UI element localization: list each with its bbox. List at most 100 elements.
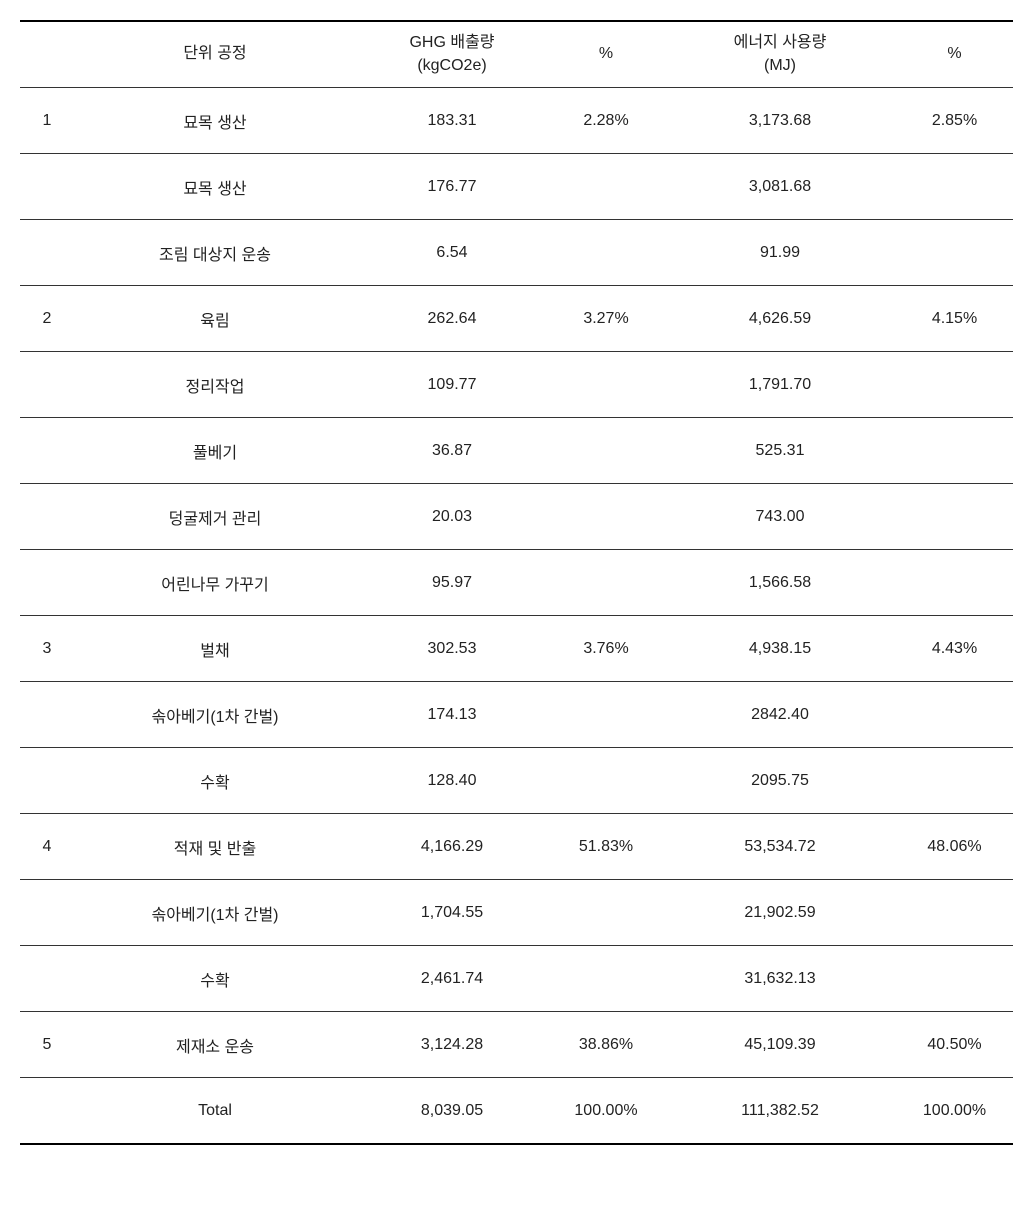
cell-pct1: 100.00%: [548, 1078, 664, 1145]
table-row: 4적재 및 반출4,166.2951.83%53,534.7248.06%: [20, 814, 1013, 880]
cell-proc: Total: [74, 1078, 356, 1145]
cell-pct1: [548, 880, 664, 946]
cell-ghg: 8,039.05: [356, 1078, 548, 1145]
cell-ghg: 183.31: [356, 88, 548, 154]
cell-energy: 4,938.15: [664, 616, 896, 682]
cell-pct2: [896, 418, 1013, 484]
table-row: 1묘목 생산183.312.28%3,173.682.85%: [20, 88, 1013, 154]
table-header-row: 단위 공정 GHG 배출량(kgCO2e) % 에너지 사용량(MJ) %: [20, 21, 1013, 88]
cell-pct2: [896, 550, 1013, 616]
cell-pct2: [896, 352, 1013, 418]
cell-proc: 어린나무 가꾸기: [74, 550, 356, 616]
cell-proc: 적재 및 반출: [74, 814, 356, 880]
col-header-idx: [20, 21, 74, 88]
cell-idx: [20, 1078, 74, 1145]
process-table: 단위 공정 GHG 배출량(kgCO2e) % 에너지 사용량(MJ) % 1묘…: [20, 20, 1013, 1145]
cell-idx: [20, 352, 74, 418]
cell-idx: [20, 550, 74, 616]
cell-energy: 4,626.59: [664, 286, 896, 352]
cell-energy: 525.31: [664, 418, 896, 484]
cell-proc: 수확: [74, 748, 356, 814]
cell-proc: 벌채: [74, 616, 356, 682]
cell-pct1: [548, 946, 664, 1012]
table-row: 3벌채302.533.76%4,938.154.43%: [20, 616, 1013, 682]
cell-energy: 45,109.39: [664, 1012, 896, 1078]
table-row: 솎아베기(1차 간벌)1,704.55 21,902.59: [20, 880, 1013, 946]
cell-energy: 743.00: [664, 484, 896, 550]
cell-proc: 묘목 생산: [74, 154, 356, 220]
cell-ghg: 20.03: [356, 484, 548, 550]
cell-pct2: [896, 946, 1013, 1012]
cell-ghg: 1,704.55: [356, 880, 548, 946]
cell-ghg: 109.77: [356, 352, 548, 418]
cell-energy: 21,902.59: [664, 880, 896, 946]
col-header-pct2: %: [896, 21, 1013, 88]
cell-energy: 53,534.72: [664, 814, 896, 880]
cell-pct1: [548, 748, 664, 814]
table-row: 수확128.40 2095.75: [20, 748, 1013, 814]
cell-pct1: 3.76%: [548, 616, 664, 682]
table-row: 어린나무 가꾸기95.971,566.58: [20, 550, 1013, 616]
cell-ghg: 262.64: [356, 286, 548, 352]
cell-energy: 3,081.68: [664, 154, 896, 220]
cell-pct2: 100.00%: [896, 1078, 1013, 1145]
cell-pct2: [896, 484, 1013, 550]
cell-ghg: 6.54: [356, 220, 548, 286]
table-row: 솎아베기(1차 간벌)174.132842.40: [20, 682, 1013, 748]
cell-energy: 1,566.58: [664, 550, 896, 616]
cell-proc: 조림 대상지 운송: [74, 220, 356, 286]
cell-pct1: [548, 418, 664, 484]
cell-energy: 2095.75: [664, 748, 896, 814]
cell-pct2: 2.85%: [896, 88, 1013, 154]
cell-pct1: 51.83%: [548, 814, 664, 880]
cell-energy: 3,173.68: [664, 88, 896, 154]
table-row: 묘목 생산176.773,081.68: [20, 154, 1013, 220]
cell-proc: 정리작업: [74, 352, 356, 418]
table-row: 5제재소 운송3,124.2838.86%45,109.3940.50%: [20, 1012, 1013, 1078]
cell-pct1: 3.27%: [548, 286, 664, 352]
cell-idx: [20, 418, 74, 484]
cell-pct1: [548, 220, 664, 286]
col-header-energy: 에너지 사용량(MJ): [664, 21, 896, 88]
cell-idx: [20, 484, 74, 550]
cell-ghg: 4,166.29: [356, 814, 548, 880]
cell-proc: 풀베기: [74, 418, 356, 484]
cell-proc: 솎아베기(1차 간벌): [74, 880, 356, 946]
table-row: Total8,039.05100.00%111,382.52100.00%: [20, 1078, 1013, 1145]
cell-pct1: [548, 352, 664, 418]
cell-idx: 1: [20, 88, 74, 154]
cell-proc: 수확: [74, 946, 356, 1012]
cell-pct1: [548, 484, 664, 550]
cell-pct1: [548, 550, 664, 616]
cell-proc: 솎아베기(1차 간벌): [74, 682, 356, 748]
cell-idx: [20, 220, 74, 286]
col-header-pct1: %: [548, 21, 664, 88]
cell-pct2: 4.43%: [896, 616, 1013, 682]
cell-idx: [20, 154, 74, 220]
cell-idx: 4: [20, 814, 74, 880]
cell-idx: 3: [20, 616, 74, 682]
table-row: 풀베기36.87525.31: [20, 418, 1013, 484]
cell-idx: 5: [20, 1012, 74, 1078]
cell-pct2: 4.15%: [896, 286, 1013, 352]
cell-pct2: [896, 154, 1013, 220]
cell-idx: [20, 946, 74, 1012]
cell-pct2: [896, 880, 1013, 946]
cell-pct2: [896, 748, 1013, 814]
cell-energy: 2842.40: [664, 682, 896, 748]
cell-idx: [20, 748, 74, 814]
table-body: 1묘목 생산183.312.28%3,173.682.85%묘목 생산176.7…: [20, 88, 1013, 1145]
cell-pct1: 2.28%: [548, 88, 664, 154]
cell-pct2: 48.06%: [896, 814, 1013, 880]
table-row: 조림 대상지 운송6.5491.99: [20, 220, 1013, 286]
table-row: 정리작업109.771,791.70: [20, 352, 1013, 418]
cell-ghg: 128.40: [356, 748, 548, 814]
cell-energy: 111,382.52: [664, 1078, 896, 1145]
cell-pct1: [548, 154, 664, 220]
cell-proc: 묘목 생산: [74, 88, 356, 154]
table-row: 수확2,461.7431,632.13: [20, 946, 1013, 1012]
cell-pct1: [548, 682, 664, 748]
col-header-proc: 단위 공정: [74, 21, 356, 88]
cell-idx: [20, 682, 74, 748]
cell-idx: [20, 880, 74, 946]
